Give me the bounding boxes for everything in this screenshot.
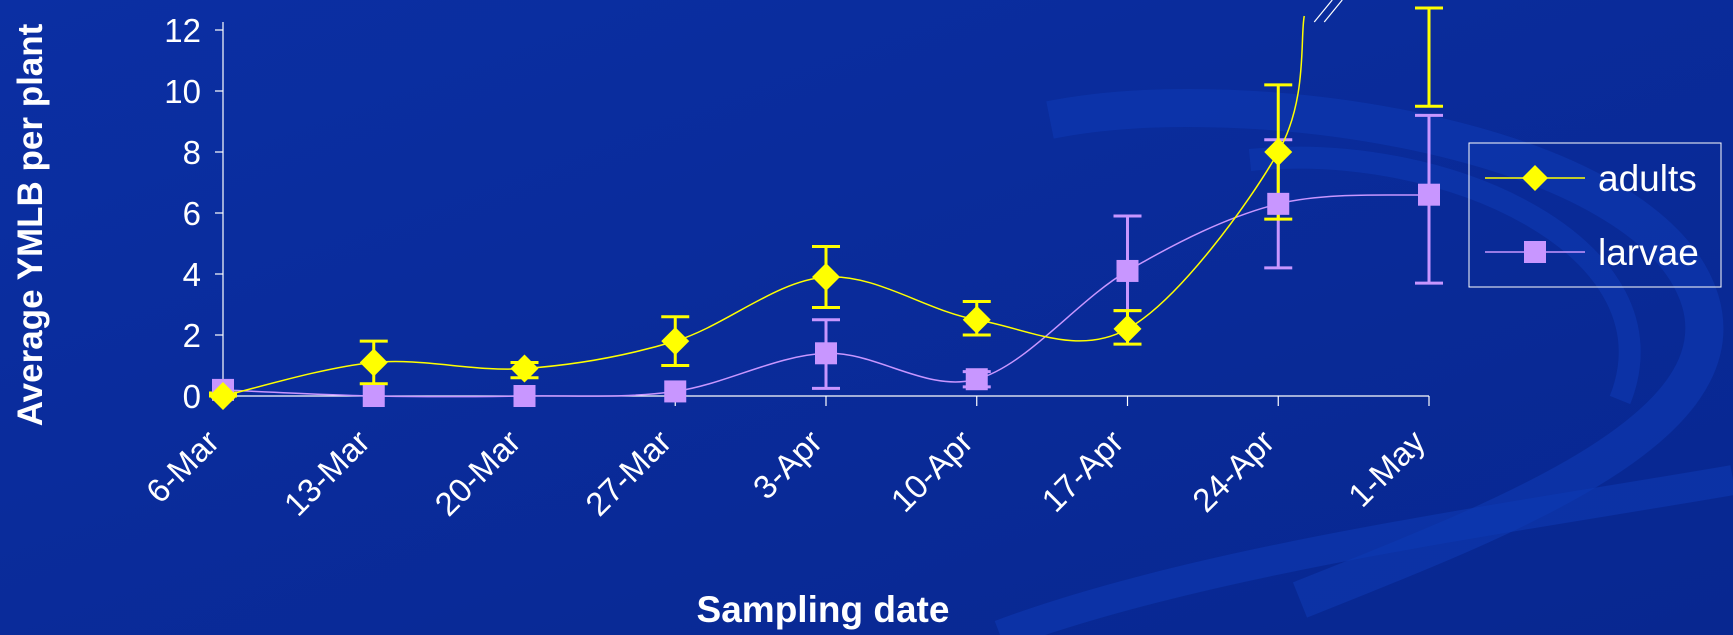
- x-axis-label: Sampling date: [697, 589, 950, 630]
- axis-break-mark: [1313, 0, 1333, 23]
- series-markers: [209, 138, 1440, 410]
- legend-box: [1468, 142, 1722, 288]
- data-point-adults: [661, 327, 690, 356]
- axis-break-mark: [1323, 0, 1343, 23]
- data-point-larvae: [815, 342, 837, 365]
- legend-marker-larvae: [1524, 241, 1546, 263]
- y-axis-label: Average YMLB per plant: [11, 23, 50, 426]
- y-tick-label: 4: [183, 256, 201, 293]
- y-tick-label: 6: [183, 195, 201, 232]
- data-point-larvae: [1116, 259, 1139, 282]
- data-point-adults: [1113, 314, 1142, 343]
- y-tick-label: 10: [164, 73, 201, 110]
- data-point-adults: [510, 354, 539, 383]
- data-point-larvae: [362, 385, 385, 407]
- data-point-adults: [812, 263, 840, 292]
- y-tick-label: 8: [183, 134, 201, 171]
- data-point-larvae: [1267, 192, 1290, 215]
- data-point-adults: [1264, 138, 1293, 166]
- data-point-larvae: [664, 380, 687, 403]
- background-swirl: [994, 89, 1733, 635]
- legend: adults larvae: [1468, 142, 1722, 288]
- data-point-larvae: [1418, 183, 1440, 206]
- data-point-larvae: [965, 368, 988, 391]
- data-point-adults: [962, 305, 991, 334]
- y-tick-label: 2: [183, 317, 201, 354]
- data-point-larvae: [513, 385, 536, 407]
- y-tick-label: 12: [164, 12, 201, 49]
- legend-label-adults: adults: [1598, 158, 1697, 199]
- legend-marker-adults: [1522, 165, 1548, 191]
- data-point-adults: [209, 382, 237, 410]
- legend-label-larvae: larvae: [1598, 232, 1699, 273]
- y-tick-label: 0: [183, 378, 201, 415]
- data-point-adults: [359, 348, 388, 377]
